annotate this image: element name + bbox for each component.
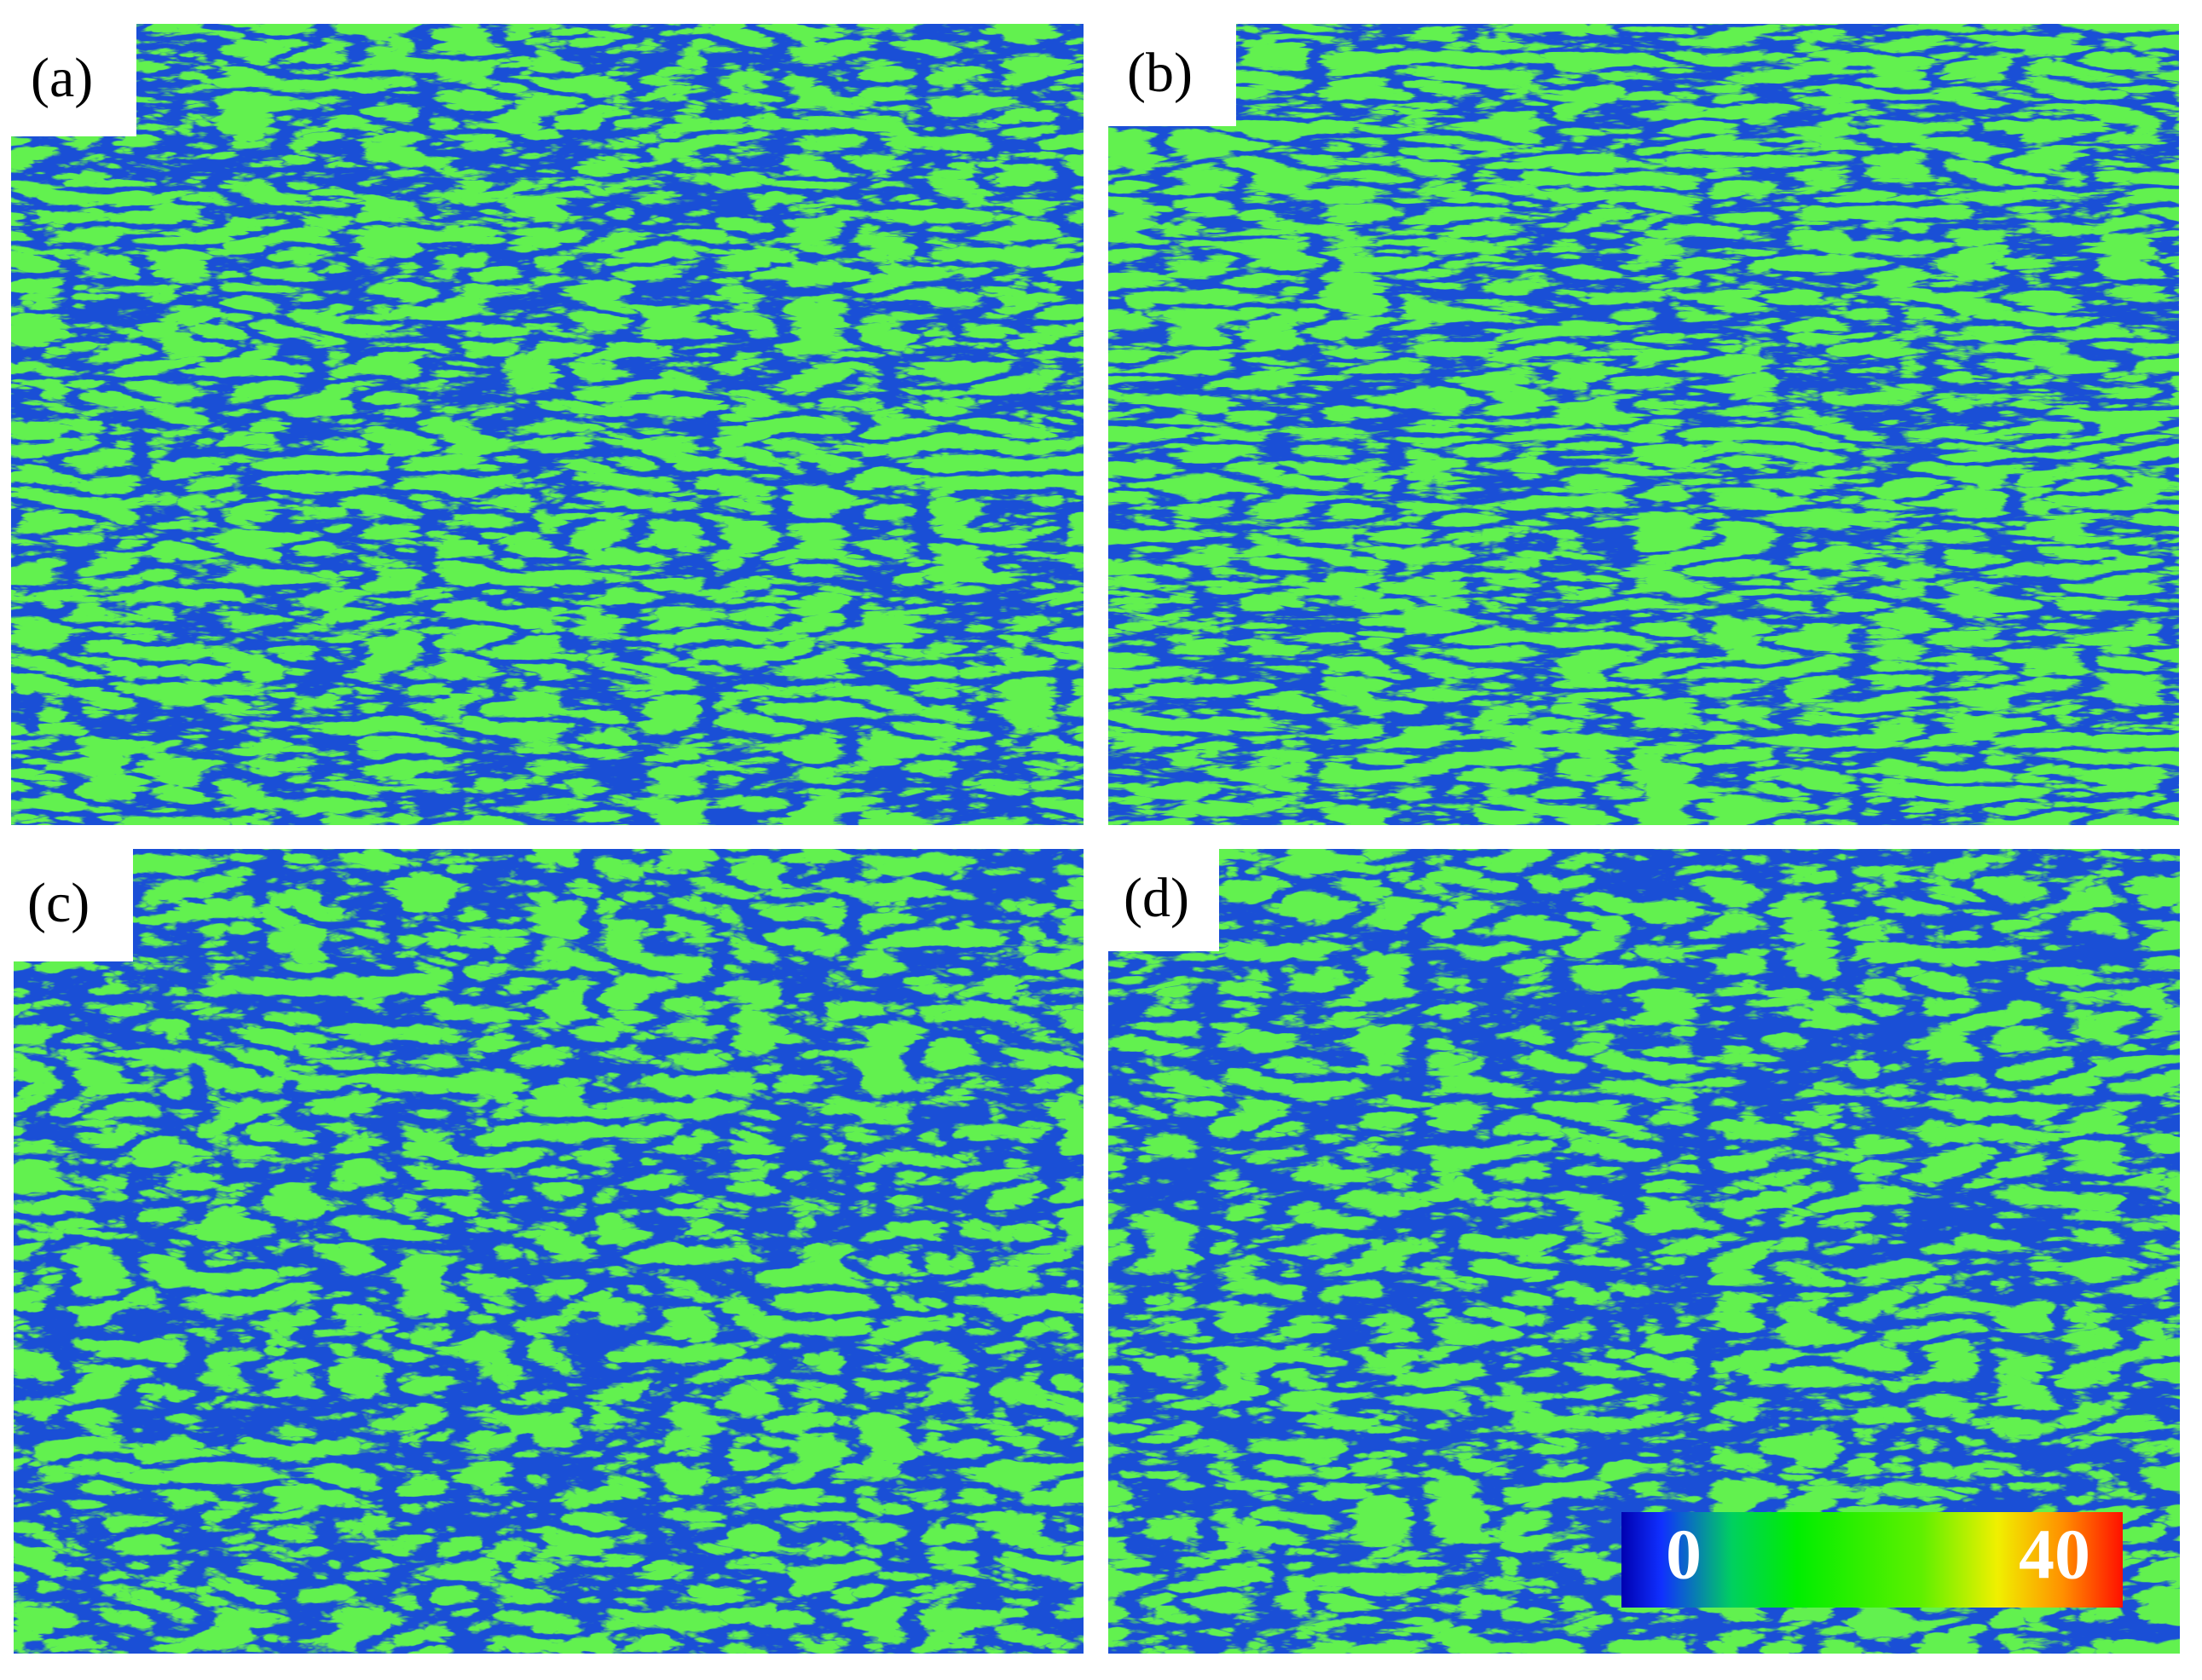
- label-box: [1108, 849, 1219, 951]
- panel-label: (c): [27, 872, 90, 934]
- colorbar-gradient: [1621, 1512, 2123, 1608]
- colorbar: 0 40: [1621, 1512, 2123, 1608]
- colorbar-min-label: 0: [1666, 1515, 1702, 1594]
- label-box: [14, 849, 133, 961]
- panel-label: (a): [31, 47, 93, 109]
- panel-label: (d): [1124, 867, 1189, 929]
- label-box: [1108, 24, 1236, 126]
- panel-a: (a): [11, 24, 1084, 825]
- panel-b: (b): [1108, 24, 2179, 825]
- label-box: [11, 24, 136, 136]
- panel-c: (c): [14, 849, 1084, 1654]
- colorbar-max-label: 40: [2019, 1515, 2090, 1594]
- panel-texture: [11, 24, 1084, 825]
- panel-label: (b): [1127, 42, 1193, 104]
- panel-texture: [14, 849, 1084, 1654]
- panel-texture: [1108, 24, 2179, 825]
